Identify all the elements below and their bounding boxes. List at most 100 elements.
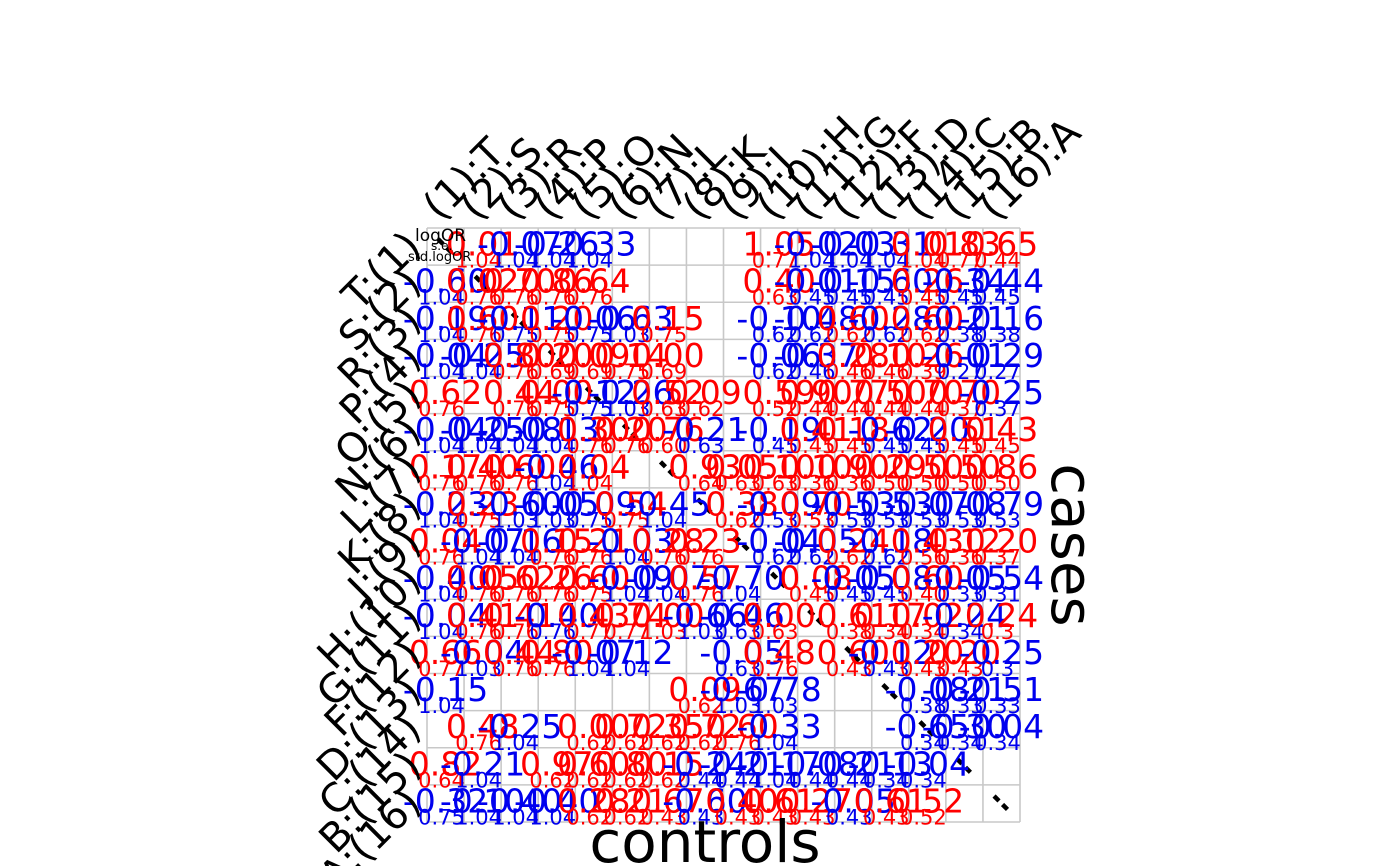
cell-se-label: 0.33 [937,694,984,718]
heatmap-cell: -0.701.04 [699,559,784,607]
cell-logor-label: -0.45 [625,484,710,523]
heatmap-cell: -0.081.04 [477,410,562,458]
cell-se-label: 0.75 [566,583,613,607]
cell-se-label: 1.04 [529,434,576,458]
cell-se-label: 0.75 [566,397,613,421]
heatmap-cell: 0.200.43 [891,633,964,681]
cell-se-label: 0.75 [529,397,576,421]
cell-logor-label: 0.17 [854,596,927,635]
cell-logor-label: 0.60 [891,299,964,338]
heatmap-cell: -0.540.31 [959,559,1044,607]
cell-logor-label: -0.48 [773,299,858,338]
cell-logor-label: 0.41 [483,596,556,635]
cell-logor-label: 0.26 [520,559,593,598]
cell-se-label: 0.62 [678,694,725,718]
cell-se-label: 0.43 [641,805,688,829]
heatmap-cell: -0.311.04 [848,225,933,273]
cell-se-label: 0.44 [826,397,873,421]
cell-logor-label: -0.70 [699,559,784,598]
heatmap-cell: -0.210.33 [922,670,1007,718]
heatmap-cell: 0.430.77 [557,596,630,644]
cell-logor-label: 0.01 [446,225,519,264]
cell-logor-label: 0.80 [594,744,667,783]
cell-se-label: 0.76 [418,471,465,495]
cell-logor-label: 0.61 [742,781,815,820]
cell-se-label: 0.62 [603,768,650,792]
heatmap-cell: 0.240.3 [965,596,1038,644]
cell-se-label: 0.50 [863,471,910,495]
cell-se-label: 1.04 [566,249,613,273]
cell-logor-label: -0.67 [699,670,784,709]
heatmap-cell: 0.100.36 [779,447,852,495]
cell-logor-label: -0.40 [514,596,599,635]
heatmap-cell: 0.050.63 [705,447,778,495]
cell-se-label: 0.46 [826,360,873,384]
heatmap-cell: 0.670.43 [631,781,704,829]
heatmap-cell: 0.770.44 [816,373,889,421]
cell-logor-label: -0.10 [736,299,821,338]
heatmap-cell: -0.231.04 [403,484,488,532]
heatmap-cell: 0.260.45 [891,262,964,310]
cell-logor-label: -0.25 [959,633,1044,672]
cell-se-label: 0.64 [678,471,725,495]
heatmap-cell: -0.320.75 [403,781,488,829]
heatmap-cell: 0.280.62 [557,781,630,829]
cell-logor-label: 0.57 [668,559,741,598]
diagonal-mark [918,720,937,739]
cell-se-label: 0.62 [752,546,799,570]
heatmap-cell: 0.350.62 [631,707,704,755]
heatmap-cell: -0.101.04 [440,781,525,829]
heatmap-cell: 0.200.37 [965,522,1038,570]
heatmap-cell: -0.240.44 [662,744,747,792]
diagonal-mark [621,423,640,442]
cell-se-label: 0.76 [641,546,688,570]
heatmap-cell: 0.610.43 [742,781,815,829]
heatmap-cell: -0.190.45 [736,410,821,458]
grid [426,227,1021,823]
cell-logor-label: 0.50 [928,447,1001,486]
cell-logor-label: 0.40 [742,262,815,301]
cell-se-label: 0.40 [900,583,947,607]
cell-logor-label: -0.44 [959,262,1044,301]
cell-logor-label: 0.15 [631,744,704,783]
heatmap-cell: 0.860.76 [520,262,593,310]
cell-se-label: 0.62 [789,546,836,570]
heatmap-cell: -0.530.53 [811,484,896,532]
heatmap-cell: 0.011.04 [446,225,519,273]
cell-se-label: 1.04 [529,805,576,829]
heatmap-cell: -0.051.03 [514,484,599,532]
heatmap-cell: 0.600.75 [557,559,630,607]
cell-se-label: 0.38 [900,694,947,718]
heatmap-cell: 0.600.62 [816,299,889,347]
cell-se-label: 1.03 [603,397,650,421]
cell-se-label: 0.50 [900,471,947,495]
diagonal-mark [733,534,752,553]
heatmap-cell: 0.800.62 [594,744,667,792]
cell-logor-label: -0.08 [773,744,858,783]
cell-se-label: 0.76 [715,731,762,755]
cell-se-label: 0.43 [826,657,873,681]
cell-logor-label: -0.04 [440,633,525,672]
cell-logor-label: 0.20 [891,633,964,672]
cell-se-label: 0.45 [937,434,984,458]
cell-se-label: 1.04 [418,508,465,532]
cell-logor-label: -0.21 [811,744,896,783]
cell-se-label: 1.04 [641,508,688,532]
cell-logor-label: 0.26 [891,262,964,301]
cell-se-label: 0.75 [455,508,502,532]
heatmap-cell: -0.280.62 [848,299,933,347]
heatmap-cell: 0.620.76 [483,559,556,607]
cell-logor-label: -0.18 [848,522,933,561]
cell-se-label: 0.38 [826,620,873,644]
cell-logor-label: -0.46 [699,596,784,635]
cell-se-label: 0.44 [974,249,1021,273]
cell-logor-label: -0.20 [885,410,970,449]
cell-se-label: 0.53 [937,508,984,532]
cell-logor-label: -0.51 [959,670,1044,709]
cell-se-label: 1.04 [492,249,539,273]
cell-logor-label: -0.05 [514,484,599,523]
cell-logor-label: -0.05 [811,559,896,598]
diagonal-mark [844,645,863,664]
heatmap-cell: -0.071.04 [551,633,636,681]
heatmap-cell: -0.180.62 [848,522,933,570]
